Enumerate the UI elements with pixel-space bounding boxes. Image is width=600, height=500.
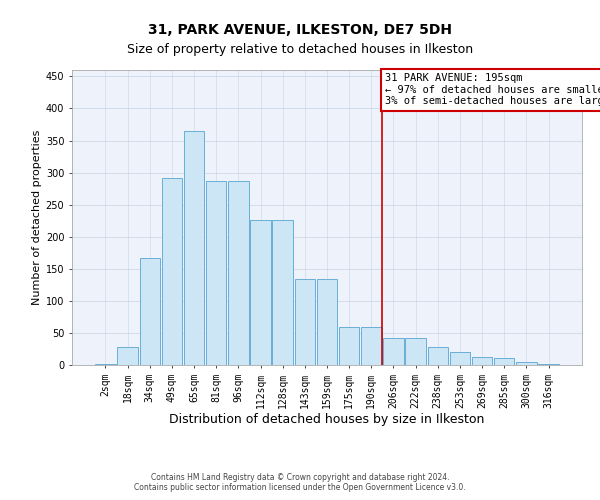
Bar	[161, 178, 182, 365]
Bar	[184, 131, 204, 365]
Text: 31, PARK AVENUE, ILKESTON, DE7 5DH: 31, PARK AVENUE, ILKESTON, DE7 5DH	[148, 22, 452, 36]
Bar	[228, 181, 248, 365]
Bar	[361, 326, 382, 365]
Bar	[406, 338, 426, 365]
Bar	[206, 181, 226, 365]
Bar	[538, 364, 559, 365]
Bar	[428, 347, 448, 365]
Text: Size of property relative to detached houses in Ilkeston: Size of property relative to detached ho…	[127, 42, 473, 56]
Bar	[118, 347, 138, 365]
Bar	[339, 326, 359, 365]
Bar	[317, 279, 337, 365]
Bar	[516, 362, 536, 365]
Bar	[450, 352, 470, 365]
X-axis label: Distribution of detached houses by size in Ilkeston: Distribution of detached houses by size …	[169, 414, 485, 426]
Text: 31 PARK AVENUE: 195sqm
← 97% of detached houses are smaller (1,633)
3% of semi-d: 31 PARK AVENUE: 195sqm ← 97% of detached…	[385, 73, 600, 106]
Bar	[250, 220, 271, 365]
Text: Contains HM Land Registry data © Crown copyright and database right 2024.
Contai: Contains HM Land Registry data © Crown c…	[134, 473, 466, 492]
Bar	[140, 258, 160, 365]
Bar	[383, 338, 404, 365]
Bar	[95, 364, 116, 365]
Bar	[472, 358, 493, 365]
Bar	[494, 358, 514, 365]
Bar	[272, 220, 293, 365]
Bar	[295, 279, 315, 365]
Y-axis label: Number of detached properties: Number of detached properties	[32, 130, 41, 305]
